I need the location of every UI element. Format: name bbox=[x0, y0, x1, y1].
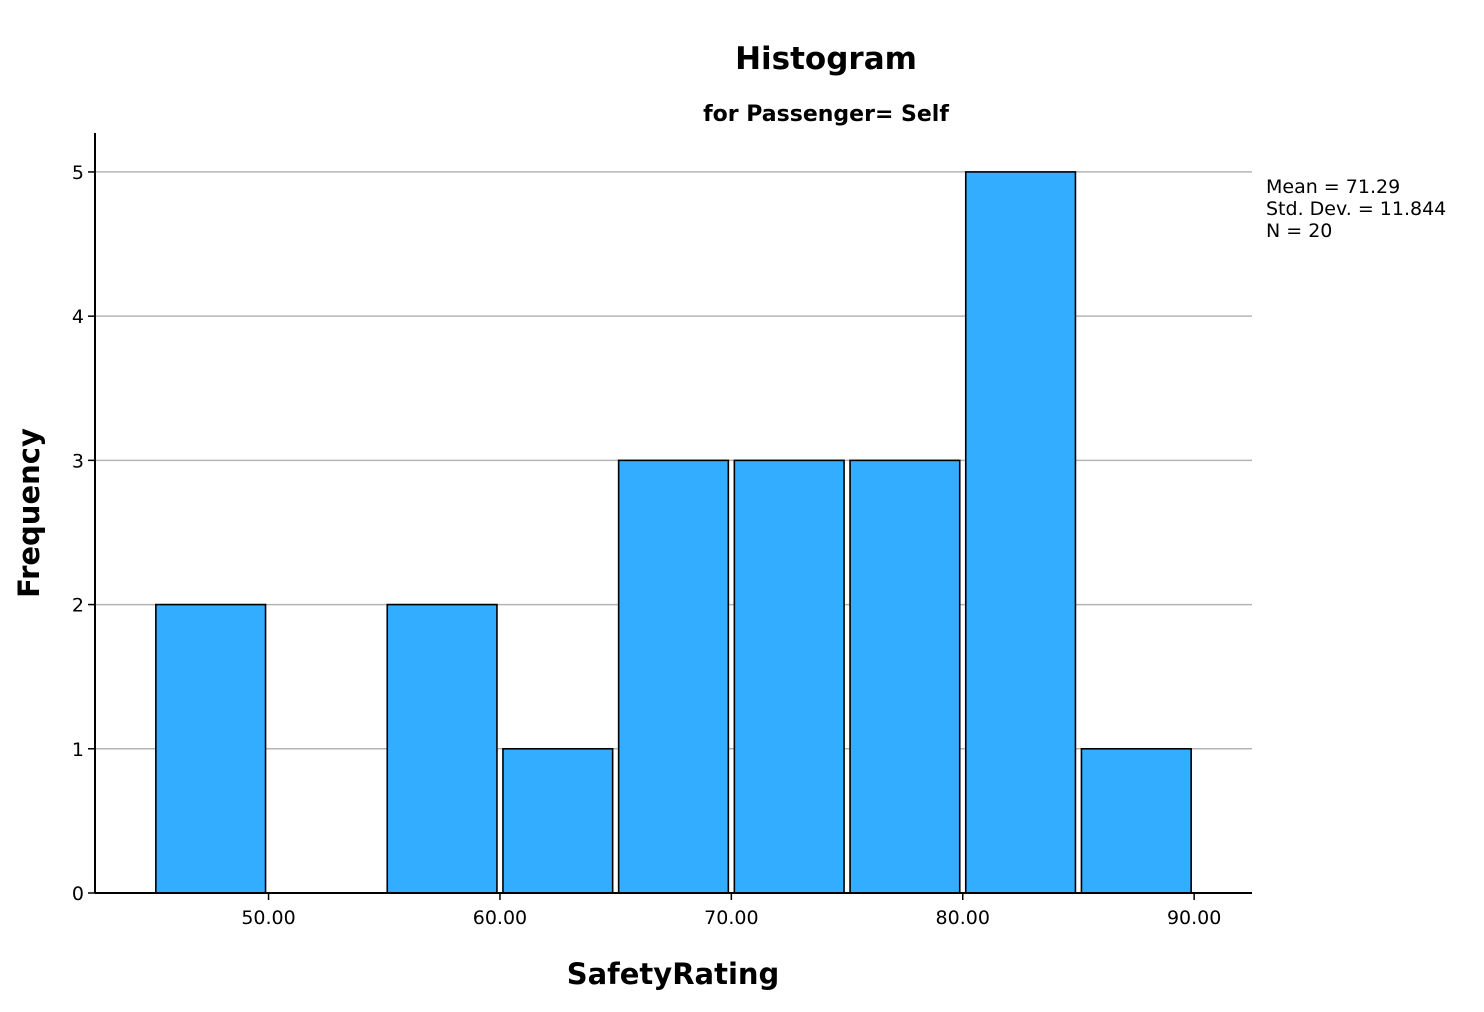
y-tick-label: 3 bbox=[72, 450, 84, 472]
stats-box: Mean = 71.29 Std. Dev. = 11.844 N = 20 bbox=[1266, 176, 1446, 242]
x-tick-label: 70.00 bbox=[704, 907, 758, 929]
bars bbox=[155, 171, 1192, 894]
histogram-bar bbox=[733, 459, 845, 894]
y-tick-label: 0 bbox=[72, 883, 84, 905]
y-axis-ticks: 0 1 2 3 4 5 bbox=[72, 162, 95, 905]
histogram-bar bbox=[617, 459, 730, 894]
histogram-bar bbox=[964, 171, 1077, 894]
stat-std-dev: Std. Dev. = 11.844 bbox=[1266, 198, 1446, 220]
y-tick-label: 1 bbox=[72, 739, 84, 761]
chart-subtitle: for Passenger= Self bbox=[703, 102, 949, 127]
histogram-bar bbox=[386, 603, 498, 894]
y-tick-label: 2 bbox=[72, 595, 84, 617]
x-tick-label: 80.00 bbox=[936, 907, 990, 929]
x-tick-label: 50.00 bbox=[241, 907, 295, 929]
chart-title: Histogram bbox=[735, 41, 917, 77]
histogram-bar bbox=[1080, 747, 1192, 894]
x-axis-ticks: 50.00 60.00 70.00 80.00 90.00 bbox=[241, 893, 1221, 929]
y-axis-title: Frequency bbox=[12, 428, 46, 598]
histogram-bar bbox=[849, 459, 961, 894]
histogram-bar bbox=[502, 747, 614, 894]
y-tick-label: 4 bbox=[72, 306, 84, 328]
x-axis-title: SafetyRating bbox=[567, 957, 780, 991]
y-tick-label: 5 bbox=[72, 162, 84, 184]
stat-mean: Mean = 71.29 bbox=[1266, 176, 1400, 198]
stat-n: N = 20 bbox=[1266, 220, 1332, 242]
histogram-bar bbox=[155, 603, 267, 894]
x-tick-label: 60.00 bbox=[473, 907, 527, 929]
x-tick-label: 90.00 bbox=[1167, 907, 1221, 929]
